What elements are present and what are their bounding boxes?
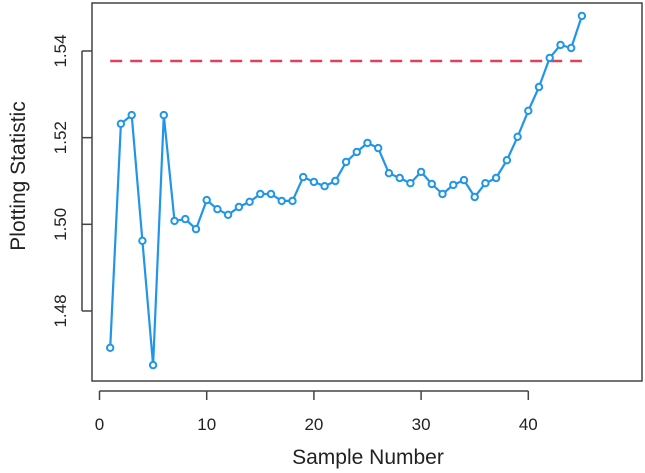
x-axis: 0 10 20 30 40 [95,390,538,434]
data-point-marker [181,214,190,224]
y-tick-label: 1.50 [51,208,70,241]
data-point-marker [277,196,286,206]
x-tick-label: 0 [95,415,104,434]
series-line [109,15,583,367]
data-point-marker [309,177,319,187]
data-point-marker [502,156,512,165]
data-point-marker [127,110,136,120]
data-point-marker [191,224,201,234]
data-point-marker [288,196,297,206]
data-point-marker [513,132,522,142]
data-series [106,11,587,370]
data-point-marker [556,40,565,50]
data-point-marker [416,167,426,177]
data-point-marker [116,119,126,129]
data-point-marker [470,192,479,202]
data-point-marker [170,216,179,226]
data-point-marker [481,179,490,188]
data-point-marker [202,195,211,205]
data-point-marker [524,106,533,116]
data-point-marker [213,205,222,214]
data-point-marker [384,169,394,178]
data-point-marker [223,210,233,220]
data-point-marker [320,182,329,191]
data-point-marker [245,197,254,207]
data-point-marker [374,143,383,153]
y-axis-title: Plotting Statistic [7,101,30,250]
data-point-marker [577,11,587,21]
data-point-marker [159,110,169,120]
x-tick-label: 30 [412,415,431,434]
data-point-marker [234,202,244,212]
x-tick-label: 10 [197,415,216,434]
data-point-marker [406,179,415,188]
data-point-marker [438,189,447,199]
data-point-marker [449,180,458,190]
data-point-marker [106,343,115,352]
y-tick-label: 1.54 [51,34,70,67]
x-axis-title: Sample Number [292,446,444,469]
data-point-marker [138,236,147,246]
data-point-marker [459,175,469,185]
y-tick-label: 1.48 [51,294,70,327]
data-point-marker [256,189,265,199]
data-point-marker [395,173,404,183]
data-point-marker [534,82,544,92]
x-tick-label: 20 [304,415,323,434]
y-axis: 1.48 1.50 1.52 1.54 [51,34,92,328]
data-point-marker [352,147,361,157]
y-tick-label: 1.52 [51,121,70,154]
data-point-marker [491,173,501,183]
data-point-marker [266,189,276,199]
data-point-marker [148,360,158,370]
data-point-marker [331,176,340,186]
data-point-marker [299,172,308,182]
data-point-marker [567,43,576,53]
data-point-marker [341,157,351,167]
plot-frame [91,2,643,382]
x-tick-label: 40 [519,415,538,434]
data-point-marker [427,179,436,189]
data-point-marker [363,138,372,148]
data-point-marker [545,53,554,63]
